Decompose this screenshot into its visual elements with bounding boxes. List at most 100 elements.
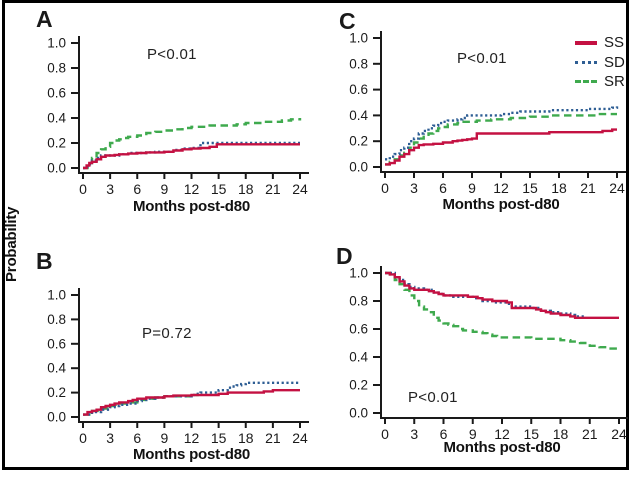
- x-tick-label: 18: [551, 180, 567, 196]
- legend: SS SD SR: [575, 33, 625, 92]
- x-tick-label: 0: [381, 426, 389, 442]
- panel-b-plot: 0.0 0.2 0.4 0.6 0.8 1.0 0 3 6 9 12 15 18 21 24: [47, 288, 309, 446]
- panel-a-xaxis-title: Months post-d80: [133, 198, 250, 215]
- x-tick-label: 0: [79, 430, 87, 446]
- y-tick-label: 0.8: [47, 61, 66, 76]
- legend-item-sr: SR: [575, 72, 625, 92]
- panel-a-letter: A: [36, 6, 53, 32]
- x-tick-label: 18: [238, 181, 254, 197]
- axis-spine: [380, 266, 628, 419]
- panel-a-plot: 0.0 0.2 0.4 0.6 0.8 1.0 0 3 6 9 12 15 18 21 24: [47, 36, 309, 197]
- x-tick-label: 24: [292, 181, 308, 197]
- x-tick-label: 0: [381, 180, 389, 196]
- x-tick-label: 24: [611, 426, 627, 442]
- series-ss-panel-b: [83, 389, 300, 416]
- y-tick-label: 0.6: [47, 86, 66, 101]
- series-sd-panel-c: [385, 106, 619, 161]
- y-tick-label: 0.6: [47, 336, 66, 351]
- x-tick-label: 15: [211, 430, 227, 446]
- x-tick-label: 24: [609, 180, 625, 196]
- y-tick-label: 1.0: [349, 31, 368, 46]
- x-tick-label: 21: [582, 426, 598, 442]
- panel-a-pvalue: P<0.01: [147, 46, 197, 63]
- x-tick-label: 6: [440, 426, 448, 442]
- x-tick-label: 6: [133, 181, 141, 197]
- legend-label-ss: SS: [604, 34, 625, 52]
- y-tick-label: 1.0: [47, 36, 66, 51]
- legend-label-sd: SD: [604, 53, 625, 71]
- panel-c-letter: C: [339, 8, 356, 34]
- y-tick-label: 0.8: [349, 294, 368, 309]
- x-tick-label: 3: [410, 426, 418, 442]
- x-tick-label: 24: [292, 430, 308, 446]
- x-tick-label: 12: [494, 426, 510, 442]
- x-tick-label: 9: [160, 181, 168, 197]
- legend-item-sd: SD: [575, 53, 625, 73]
- panel-c-plot: 0.0 0.2 0.4 0.6 0.8 1.0 0 3 6 9 12 15 18 21 24: [349, 31, 626, 196]
- y-tick-label: 0.0: [47, 161, 66, 176]
- x-tick-label: 9: [160, 430, 168, 446]
- y-tick-label: 0.8: [47, 312, 66, 327]
- x-tick-label: 18: [238, 430, 254, 446]
- y-tick-label: 0.6: [349, 82, 368, 97]
- series-sr-panel-d: [385, 271, 621, 350]
- axis-spine: [78, 288, 309, 423]
- series-ss-panel-c: [385, 128, 617, 166]
- series-sd-panel-b: [83, 381, 300, 416]
- x-tick-label: 9: [468, 180, 476, 196]
- x-tick-label: 15: [523, 426, 539, 442]
- y-tick-label: 0.6: [349, 322, 368, 337]
- y-tick-label: 0.4: [47, 111, 66, 126]
- y-tick-label: 0.0: [349, 160, 368, 175]
- x-tick-label: 15: [522, 180, 538, 196]
- x-tick-label: 21: [265, 181, 281, 197]
- x-tick-label: 15: [211, 181, 227, 197]
- y-tick-label: 0.2: [349, 378, 368, 393]
- x-tick-label: 18: [553, 426, 569, 442]
- x-tick-label: 3: [106, 430, 114, 446]
- y-tick-label: 0.0: [47, 410, 66, 425]
- legend-line-sr-icon: [575, 80, 597, 84]
- panel-b-xaxis-title: Months post-d80: [133, 446, 250, 463]
- panel-c-xaxis-title: Months post-d80: [442, 196, 560, 213]
- y-tick-label: 0.4: [349, 350, 368, 365]
- x-tick-label: 3: [106, 181, 114, 197]
- panel-d-xaxis-title: Months post-d80: [443, 439, 561, 456]
- series-sr-panel-a: [83, 118, 302, 170]
- panel-d-plot: 0.0 0.2 0.4 0.6 0.8 1.0 0 3 6 9 12 15 18 21 24: [349, 266, 628, 442]
- x-tick-label: 6: [439, 180, 447, 196]
- x-tick-label: 6: [133, 430, 141, 446]
- panel-b-pvalue: P=0.72: [142, 325, 192, 342]
- y-tick-label: 0.0: [349, 406, 368, 421]
- figure-border: [2, 0, 629, 470]
- x-tick-label: 9: [469, 426, 477, 442]
- x-tick-label: 3: [410, 180, 418, 196]
- series-ss-panel-a: [83, 143, 300, 170]
- panel-d-letter: D: [336, 243, 353, 269]
- x-tick-label: 12: [184, 430, 200, 446]
- y-tick-label: 0.2: [47, 385, 66, 400]
- x-tick-label: 21: [265, 430, 281, 446]
- y-tick-label: 1.0: [349, 266, 368, 281]
- y-tick-label: 1.0: [47, 288, 66, 303]
- legend-line-sd-icon: [575, 60, 597, 64]
- x-tick-label: 21: [580, 180, 596, 196]
- axis-spine: [380, 31, 626, 173]
- panel-b-letter: B: [36, 248, 53, 274]
- yaxis-title: Probability: [3, 206, 20, 282]
- y-tick-label: 0.2: [349, 134, 368, 149]
- y-tick-label: 0.8: [349, 56, 368, 71]
- y-tick-label: 0.2: [47, 136, 66, 151]
- y-tick-label: 0.4: [47, 361, 66, 376]
- panel-d-pvalue: P<0.01: [408, 389, 458, 406]
- panel-c-pvalue: P<0.01: [457, 50, 507, 67]
- legend-line-ss-icon: [575, 40, 597, 45]
- series-ss-panel-d: [385, 271, 619, 319]
- x-tick-label: 12: [493, 180, 509, 196]
- x-tick-label: 12: [184, 181, 200, 197]
- legend-item-ss: SS: [575, 33, 625, 53]
- axis-spine: [78, 36, 309, 174]
- legend-label-sr: SR: [604, 73, 625, 91]
